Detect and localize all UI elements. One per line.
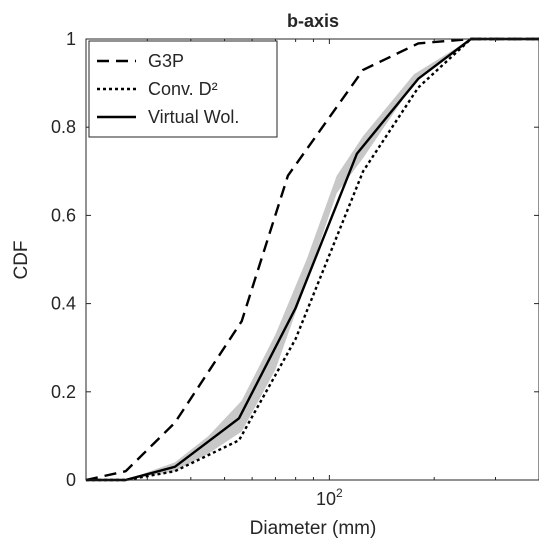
x-tick-label: 102: [316, 486, 343, 509]
series-line-2: [86, 37, 539, 482]
series-line-0: [85, 37, 539, 482]
series-line-1: [86, 37, 539, 482]
x-tick-base: 10: [316, 489, 336, 509]
legend-label-2: Virtual Wol.: [148, 107, 239, 127]
legend-box: [88, 40, 278, 138]
y-tick-label: 0.2: [51, 382, 76, 402]
x-tick-exponent: 2: [336, 486, 343, 500]
legend: G3P Conv. D² Virtual Wol.: [88, 40, 278, 138]
x-axis-ticks: 102: [85, 39, 539, 509]
legend-label-0: G3P: [148, 51, 184, 71]
plot-area: [85, 37, 539, 482]
y-tick-label: 0.8: [51, 117, 76, 137]
y-tick-label: 1: [66, 29, 76, 49]
y-tick-label: 0.4: [51, 294, 76, 314]
plot-frame: [85, 38, 539, 481]
y-axis-ticks: 0 0.2 0.4 0.6 0.8 1: [51, 29, 539, 490]
y-tick-label: 0: [66, 470, 76, 490]
chart-title: b-axis: [287, 11, 339, 31]
y-axis-label: CDF: [11, 240, 32, 279]
x-axis-label: Diameter (mm): [250, 518, 377, 539]
legend-label-1: Conv. D²: [148, 79, 218, 99]
y-tick-label: 0.6: [51, 205, 76, 225]
